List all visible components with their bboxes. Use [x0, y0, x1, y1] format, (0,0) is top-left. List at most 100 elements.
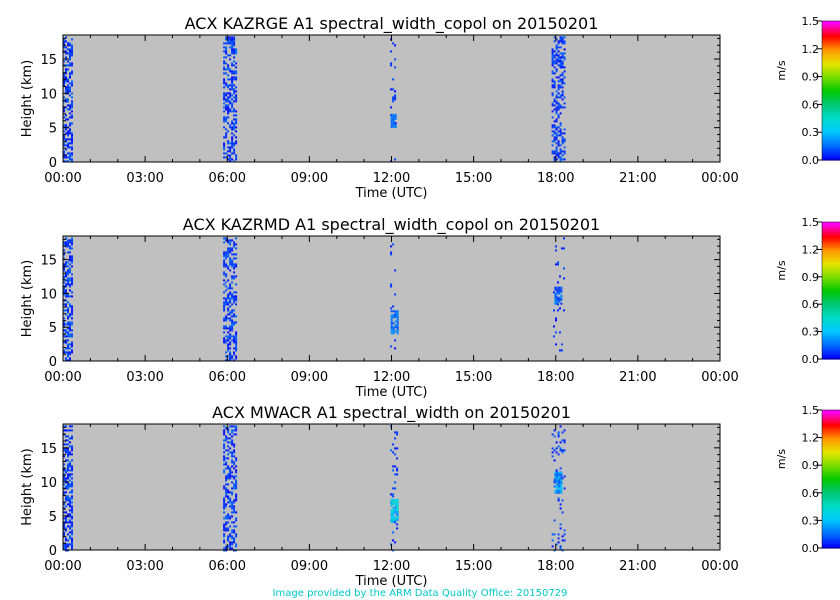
colorbar-segment	[822, 224, 840, 228]
echo-pixel	[235, 237, 238, 240]
echo-pixel	[71, 295, 73, 298]
colorbar-tick-label: 0.0	[802, 542, 820, 555]
colorbar-segment	[822, 435, 840, 439]
echo-pixel	[561, 349, 563, 352]
echo-pixel	[229, 150, 232, 153]
echo-pixel	[67, 100, 69, 103]
echo-pixel	[231, 501, 234, 504]
colorbar-segment	[822, 495, 840, 498]
echo-pixel	[235, 257, 238, 260]
echo-pixel	[223, 253, 226, 256]
echo-pixel	[563, 52, 566, 55]
echo-pixel	[559, 503, 562, 506]
echo-pixel	[227, 449, 230, 452]
echo-pixel	[557, 435, 560, 438]
echo-pixel	[227, 92, 230, 95]
echo-pixel	[63, 349, 65, 352]
colorbar-segment	[822, 115, 840, 119]
colorbar-frame	[821, 409, 840, 549]
echo-pixel	[225, 449, 228, 452]
y-tick-label: 10	[40, 87, 57, 102]
echo-pixel	[563, 42, 566, 45]
colorbar-segment	[822, 109, 840, 112]
echo-pixel	[227, 337, 230, 340]
echo-pixel	[235, 156, 238, 159]
colorbar-segment	[822, 74, 840, 78]
echo-pixel	[233, 433, 236, 436]
echo-pixel	[235, 545, 238, 548]
echo-pixel	[394, 94, 397, 97]
echo-pixel	[229, 543, 232, 546]
echo-pixel	[235, 427, 238, 430]
echo-pixel	[231, 44, 234, 47]
echo-pixel	[394, 516, 397, 519]
echo-pixel	[235, 50, 238, 53]
echo-pixel	[231, 507, 234, 510]
echo-pixel	[71, 104, 73, 107]
echo-pixel	[394, 98, 397, 101]
echo-pixel	[67, 333, 69, 336]
echo-pixel	[560, 485, 563, 488]
echo-pixel	[65, 144, 67, 147]
echo-pixel	[394, 330, 397, 333]
echo-pixel	[551, 102, 554, 105]
echo-pixel	[231, 297, 234, 300]
echo-pixel	[556, 481, 559, 484]
echo-pixel	[235, 86, 238, 89]
echo-pixel	[229, 469, 232, 472]
echo-data	[63, 237, 565, 362]
echo-pixel	[71, 445, 73, 448]
colorbar-segment	[822, 462, 840, 466]
echo-pixel	[560, 290, 563, 293]
echo-pixel	[69, 108, 71, 111]
echo-pixel	[563, 106, 566, 109]
echo-pixel	[555, 331, 557, 334]
echo-pixel	[561, 60, 564, 63]
echo-pixel	[229, 299, 232, 302]
echo-pixel	[229, 353, 232, 356]
echo-pixel	[555, 100, 558, 103]
colorbar-segment	[822, 327, 840, 330]
echo-pixel	[235, 457, 238, 460]
echo-pixel	[223, 261, 226, 264]
echo-pixel	[557, 40, 560, 43]
echo-pixel	[69, 499, 71, 502]
echo-pixel	[553, 130, 556, 133]
echo-pixel	[231, 529, 234, 532]
echo-pixel	[69, 315, 71, 318]
echo-pixel	[65, 243, 67, 246]
echo-pixel	[557, 50, 560, 53]
echo-pixel	[223, 156, 226, 159]
echo-pixel	[557, 541, 560, 544]
echo-pixel	[392, 469, 395, 472]
echo-pixel	[231, 325, 234, 328]
echo-pixel	[233, 72, 236, 75]
echo-pixel	[225, 483, 228, 486]
echo-pixel	[235, 335, 238, 338]
colorbar-segment	[822, 336, 840, 340]
echo-pixel	[557, 60, 560, 63]
echo-pixel	[67, 455, 69, 458]
colorbar-tick-label: 0.0	[802, 353, 820, 366]
echo-pixel	[233, 44, 236, 47]
echo-pixel	[69, 453, 71, 456]
colorbar-tick-label: 0.3	[802, 126, 820, 139]
echo-pixel	[394, 117, 397, 120]
echo-pixel	[235, 469, 238, 472]
echo-pixel	[551, 78, 554, 81]
echo-pixel	[557, 142, 560, 145]
colorbar-segment	[822, 313, 840, 317]
echo-pixel	[392, 322, 395, 325]
echo-pixel	[71, 509, 73, 512]
echo-pixel	[553, 309, 555, 312]
echo-pixel	[563, 82, 566, 85]
echo-pixel	[67, 499, 69, 502]
echo-pixel	[225, 487, 228, 490]
colorbar-segment	[822, 322, 840, 326]
echo-pixel	[394, 541, 397, 544]
echo-pixel	[227, 249, 230, 252]
colorbar-segment	[822, 30, 840, 34]
echo-pixel	[557, 134, 560, 137]
echo-pixel	[71, 257, 73, 260]
echo-pixel	[227, 253, 230, 256]
